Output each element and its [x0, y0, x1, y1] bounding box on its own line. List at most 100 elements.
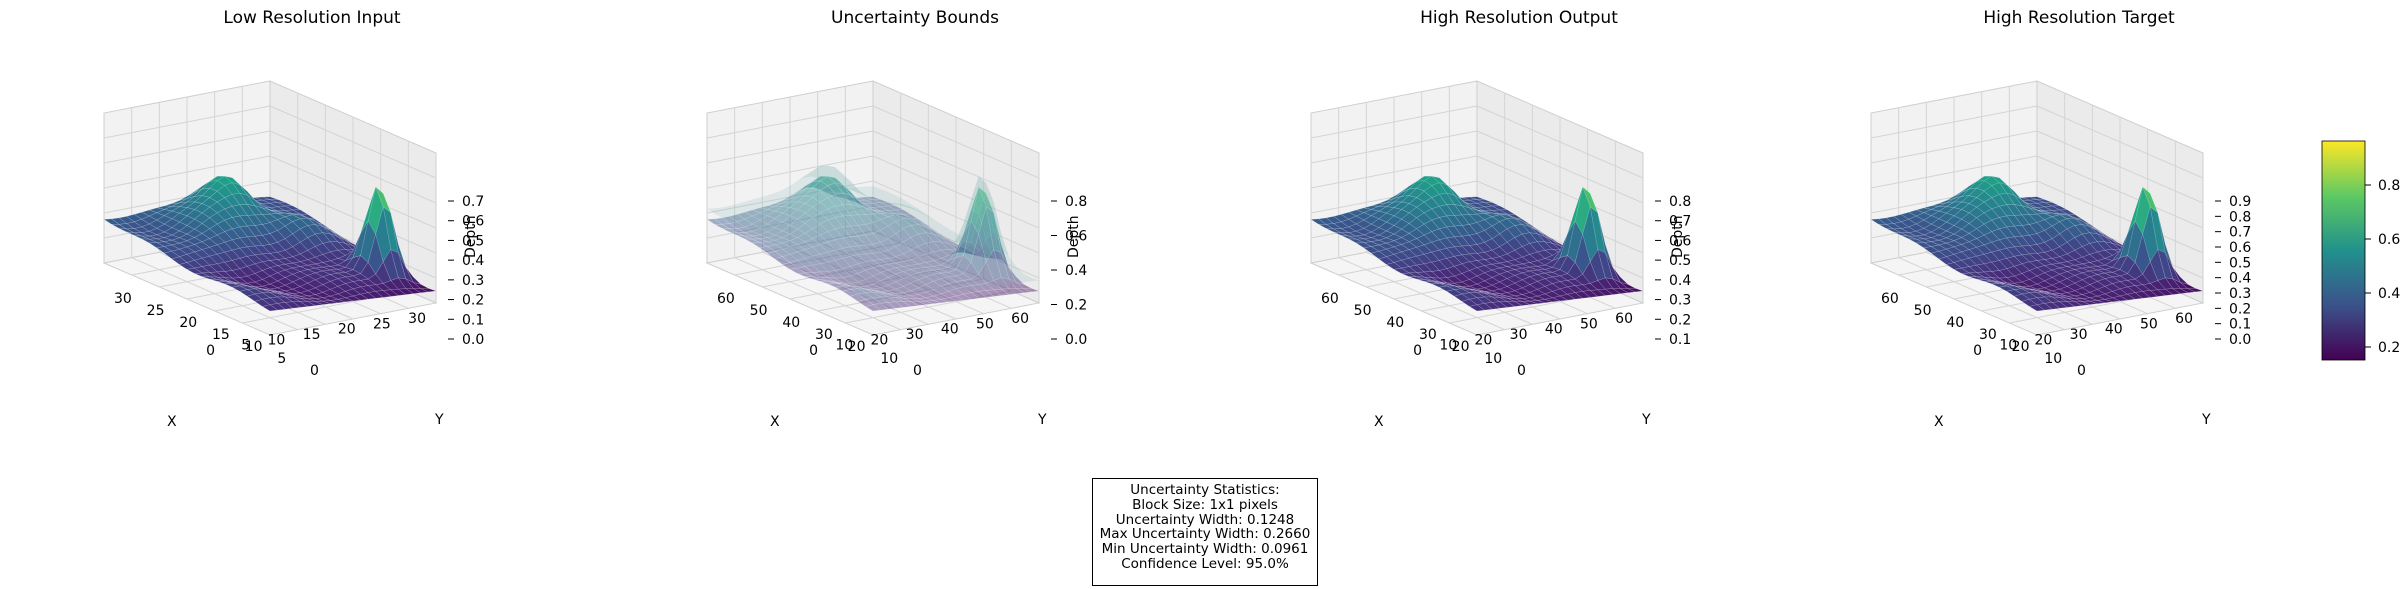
upper-bound-patch — [842, 265, 858, 273]
upper-bound-patch — [925, 222, 941, 232]
surface-patch — [903, 216, 919, 223]
surface-patch — [2127, 292, 2144, 300]
surface-patch — [842, 192, 859, 203]
y-tick-label: 60 — [717, 291, 735, 307]
surface-patch — [970, 233, 987, 275]
surface-patch — [1008, 267, 1025, 285]
surface-patch — [864, 203, 882, 208]
upper-bound-patch — [888, 202, 904, 207]
upper-bound-patch — [918, 260, 934, 267]
upper-bound-patch — [782, 182, 798, 190]
surface-patch — [737, 232, 753, 237]
upper-bound-patch — [895, 203, 911, 208]
upper-bound-patch — [918, 281, 934, 288]
surface-patch — [291, 209, 308, 215]
upper-bound-patch — [835, 172, 851, 185]
upper-bound-patch — [903, 249, 919, 255]
surface-patch — [276, 258, 294, 265]
surface-patch — [842, 204, 859, 216]
surface-patch — [164, 202, 180, 207]
upper-bound-patch — [729, 203, 745, 212]
z-tick-label: 0.4 — [2229, 271, 2251, 287]
upper-bound-patch — [880, 191, 896, 196]
upper-bound-patch — [827, 218, 843, 230]
upper-bound-patch — [842, 236, 858, 246]
upper-bound-patch — [782, 230, 798, 237]
upper-bound-patch — [880, 200, 896, 204]
surface-patch — [186, 218, 203, 230]
upper-bound-patch — [729, 221, 745, 226]
upper-bound-patch — [857, 213, 873, 225]
z-tick-label: 0.7 — [2229, 225, 2251, 241]
surface-patch — [789, 267, 806, 274]
upper-bound-patch — [948, 259, 964, 266]
x-tick-label: 30 — [906, 327, 924, 343]
surface-patch — [872, 290, 889, 295]
upper-bound-patch — [842, 226, 858, 237]
y-tick-label: 10 — [245, 339, 263, 355]
surface-patch — [902, 259, 919, 266]
upper-bound-patch — [933, 219, 949, 229]
surface-patch — [970, 186, 987, 215]
surface-patch — [819, 197, 836, 210]
upper-bound-patch — [948, 230, 964, 245]
surface-patch — [857, 270, 874, 280]
upper-bound-patch — [865, 249, 881, 258]
upper-bound-patch — [820, 231, 836, 242]
upper-bound-patch — [903, 227, 919, 240]
surface-patch — [925, 232, 942, 243]
surface-patch — [865, 206, 881, 213]
y-tick-label: 50 — [750, 303, 768, 319]
surface-patch — [834, 258, 851, 269]
surface-patch — [834, 237, 851, 249]
upper-bound-patch — [888, 286, 904, 292]
upper-bound-patch — [873, 209, 889, 220]
upper-bound-patch — [707, 208, 723, 214]
z-axis: 0.00.10.20.30.40.50.60.70.80.9 — [2215, 194, 2251, 348]
surface-patch — [940, 272, 957, 278]
surface-patch — [895, 214, 911, 219]
surface-patch — [963, 209, 979, 243]
surface-patch — [759, 241, 776, 247]
upper-bound-patch — [714, 213, 730, 219]
stats-uncertainty-width: Uncertainty Width: 0.1248 — [1115, 511, 1295, 528]
surface-patch — [947, 281, 965, 290]
upper-bound-patch — [835, 247, 851, 259]
upper-bound-patch — [948, 245, 964, 260]
surface-patch — [767, 202, 783, 207]
surface-patch — [2006, 275, 2023, 284]
upper-bound-patch — [805, 170, 821, 179]
surface-patch — [2013, 235, 2030, 247]
surface-patch — [804, 264, 821, 273]
upper-bound-patch — [827, 239, 843, 250]
upper-bound-patch — [880, 253, 896, 260]
surface-patch — [917, 270, 934, 277]
x-tick-label: 60 — [1011, 311, 1029, 327]
surface-patch — [842, 192, 859, 207]
surface-patch — [2029, 199, 2045, 204]
surface-patch — [330, 299, 346, 304]
surface-patch — [849, 214, 866, 226]
surface-patch — [805, 276, 821, 280]
surface-patch — [812, 223, 829, 236]
surface-patch — [895, 297, 911, 302]
surface-patch — [887, 267, 904, 275]
surface-patch — [963, 262, 979, 280]
surface-patch — [850, 285, 866, 290]
upper-bound-patch — [873, 280, 889, 283]
upper-bound-patch — [842, 278, 858, 286]
upper-bound-patch — [880, 280, 896, 284]
upper-bound-patch — [812, 170, 828, 180]
upper-bound-patch — [978, 251, 994, 273]
surface-patch — [834, 183, 851, 196]
upper-bound-patch — [857, 195, 873, 205]
surface-patch — [955, 240, 972, 253]
upper-bound-patch — [925, 289, 941, 294]
upper-bound-patch — [918, 243, 934, 252]
surface-patch — [751, 234, 769, 240]
surface-patch — [285, 294, 301, 299]
surface-patch — [329, 293, 347, 300]
surface-patch — [910, 218, 926, 227]
x-tick-label: 40 — [1545, 322, 1563, 338]
surface-patch — [1000, 288, 1017, 295]
